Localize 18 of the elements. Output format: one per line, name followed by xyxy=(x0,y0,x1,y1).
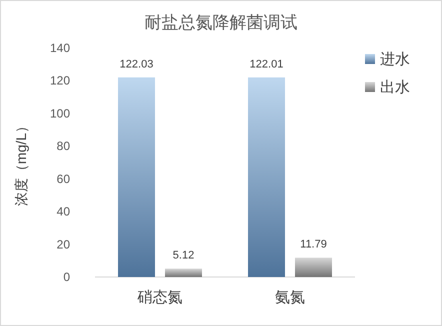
x-tick-label: 氨氮 xyxy=(275,289,305,306)
y-tick-label: 80 xyxy=(56,139,70,154)
legend-label: 出水 xyxy=(380,79,410,96)
data-label: 5.12 xyxy=(172,250,194,262)
y-tick-label: 0 xyxy=(63,270,70,284)
y-tick-label: 140 xyxy=(50,41,70,55)
y-tick-label: 100 xyxy=(50,106,70,120)
y-tick-label: 20 xyxy=(56,237,70,252)
chart-title: 耐盐总氮降解菌调试 xyxy=(144,13,298,32)
data-label: 122.01 xyxy=(250,58,284,70)
data-label: 11.79 xyxy=(300,238,327,251)
y-tick-label: 60 xyxy=(56,172,70,186)
y-axis-title: 浓度（mg/L） xyxy=(13,118,29,206)
y-tick-label: 120 xyxy=(50,74,70,88)
y-tick-label: 40 xyxy=(56,204,70,219)
legend-label: 进水 xyxy=(380,51,410,68)
data-label: 122.03 xyxy=(120,58,154,70)
x-tick-label: 硝态氮 xyxy=(136,289,182,306)
